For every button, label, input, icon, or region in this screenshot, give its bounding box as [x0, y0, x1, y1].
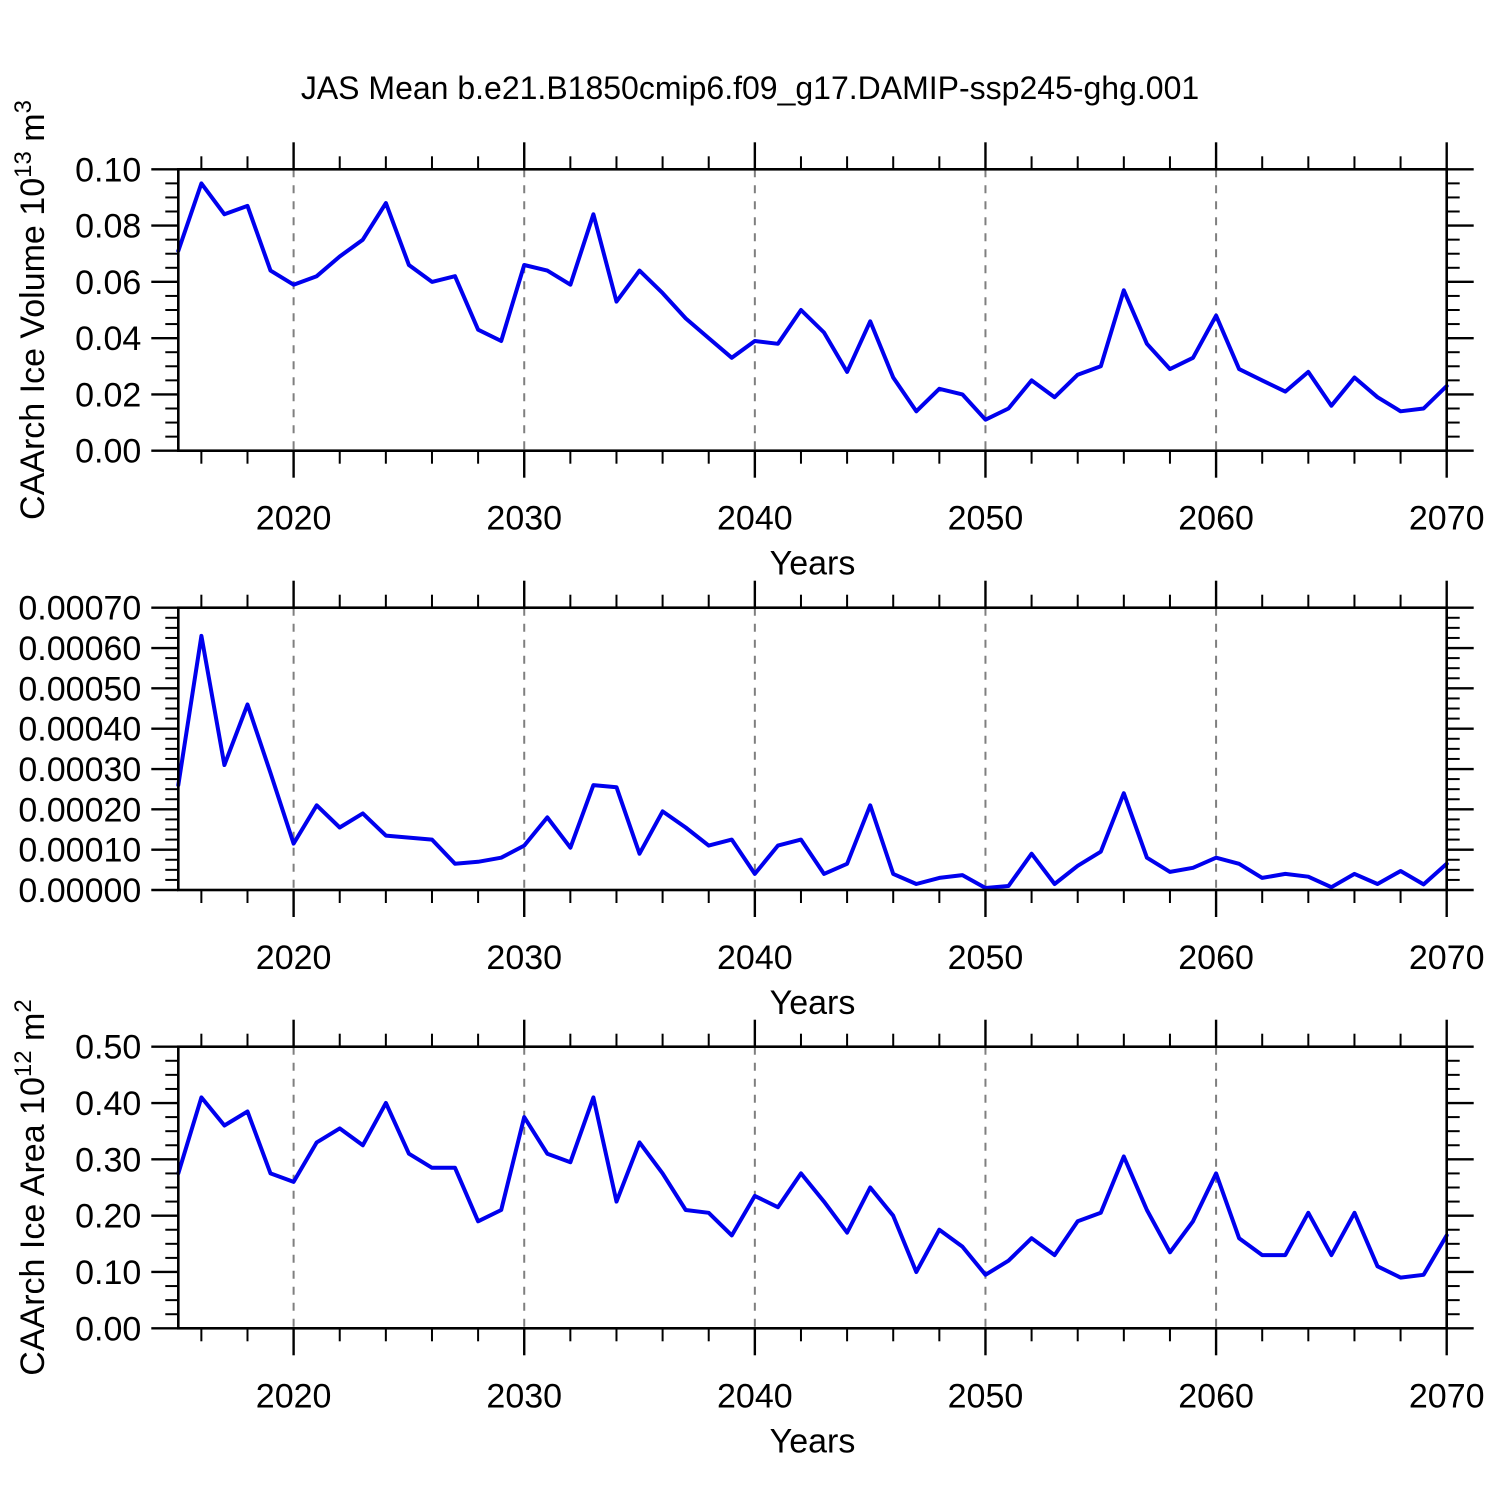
- y-tick-label: 0.00040: [18, 711, 141, 749]
- y-tick-label: 0.00020: [18, 791, 141, 829]
- y-tick-label: 0.06: [75, 264, 141, 302]
- x-tick-label: 2060: [1178, 500, 1254, 538]
- y-tick-label: 0.50: [75, 1029, 141, 1067]
- chart-ice-volume: 0.00 0.02 0.04 0.06 0.08 0.10 2020 2030 2040 2050…: [10, 100, 1485, 583]
- x-tick-label: 2060: [1178, 939, 1254, 977]
- x-axis-title: Years: [770, 545, 856, 583]
- x-tick-label: 2020: [256, 500, 332, 538]
- series-line-ice-volume-tendency: [176, 633, 1449, 890]
- x-tick-label: 2070: [1409, 939, 1485, 977]
- x-tick-label: 2030: [486, 1377, 562, 1415]
- y-tick-label: 0.08: [75, 208, 141, 246]
- x-tick-label: 2030: [486, 500, 562, 538]
- x-tick-label: 2020: [256, 1377, 332, 1415]
- y-tick-label: 0.00010: [18, 832, 141, 870]
- chart-ice-volume-tendency: 0.000000.000100.000200.000300.000400.000…: [18, 580, 1485, 1022]
- y-axis-title: CAArch Ice Area 1012 m2: [10, 999, 52, 1375]
- y-tick-label: 0.40: [75, 1085, 141, 1123]
- x-axis-title: Years: [770, 984, 856, 1022]
- x-tick-label: 2050: [948, 1377, 1024, 1415]
- series-line-ice-volume: [176, 181, 1449, 422]
- y-tick-label: 0.10: [75, 151, 141, 189]
- y-tick-label: 0.00: [75, 1310, 141, 1348]
- x-tick-label: 2040: [717, 1377, 793, 1415]
- x-tick-label: 2060: [1178, 1377, 1254, 1415]
- x-tick-label: 2040: [717, 939, 793, 977]
- y-tick-label: 0.00000: [18, 872, 141, 910]
- plot-frame: [177, 168, 1449, 452]
- y-axis-title: CAArch Ice Volume 1013 m3: [10, 100, 52, 520]
- y-tick-label: 0.00: [75, 433, 141, 471]
- x-tick-label: 2070: [1409, 1377, 1485, 1415]
- x-tick-label: 2070: [1409, 500, 1485, 538]
- chart-ice-area: 0.00 0.10 0.20 0.30 0.40 0.50 2020 2030 2040 2050…: [10, 999, 1485, 1460]
- y-tick-label: 0.04: [75, 320, 141, 358]
- x-tick-label: 2040: [717, 500, 793, 538]
- y-tick-label: 0.00070: [18, 590, 141, 628]
- series-line-ice-area: [176, 1095, 1449, 1280]
- y-tick-label: 0.00030: [18, 751, 141, 789]
- y-tick-label: 0.10: [75, 1254, 141, 1292]
- x-tick-label: 2020: [256, 939, 332, 977]
- y-tick-label: 0.00060: [18, 630, 141, 668]
- y-tick-label: 0.00050: [18, 670, 141, 708]
- x-tick-label: 2050: [948, 500, 1024, 538]
- x-tick-label: 2030: [486, 939, 562, 977]
- x-axis-title: Years: [770, 1422, 856, 1460]
- y-tick-label: 0.20: [75, 1198, 141, 1236]
- plot-frame: [177, 606, 1449, 892]
- figure-title: JAS Mean b.e21.B1850cmip6.f09_g17.DAMIP-…: [300, 70, 1200, 106]
- y-tick-label: 0.02: [75, 376, 141, 414]
- x-tick-label: 2050: [948, 939, 1024, 977]
- y-tick-label: 0.30: [75, 1141, 141, 1179]
